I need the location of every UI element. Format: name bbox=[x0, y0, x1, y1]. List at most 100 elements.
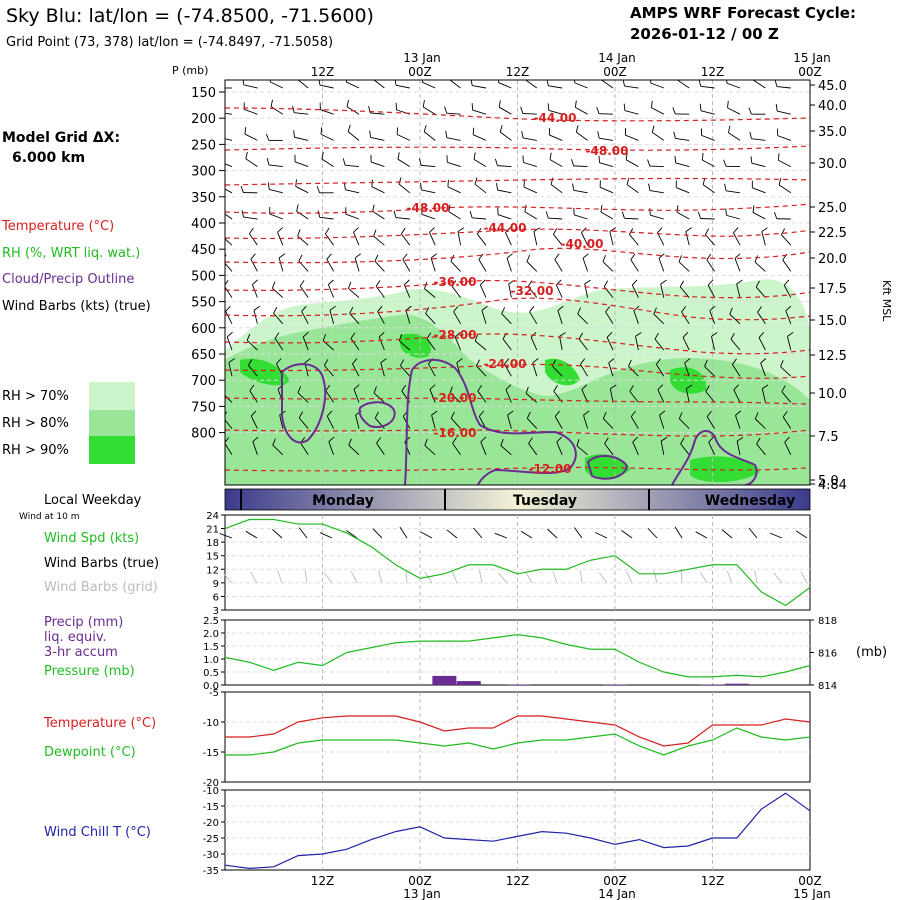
upper-wind-barb bbox=[457, 227, 465, 246]
temp-contour-48a bbox=[225, 145, 810, 151]
upper-wind-barb bbox=[682, 332, 690, 351]
temp-contour-label: -20.00 bbox=[434, 391, 477, 405]
upper-wind-barb bbox=[786, 332, 794, 351]
upper-wind-barb bbox=[469, 210, 487, 220]
upper-wind-barb bbox=[753, 80, 766, 89]
surface-wind-barb-true bbox=[795, 530, 808, 539]
upper-wind-barb bbox=[706, 410, 715, 429]
legend-accum: 3-hr accum bbox=[44, 645, 118, 660]
temp-contour-label: -36.00 bbox=[434, 275, 477, 289]
upper-wind-barb bbox=[249, 384, 258, 403]
upper-wind-barb bbox=[318, 80, 334, 89]
upper-wind-barb bbox=[657, 384, 665, 403]
temperature-y-tick-label: -20 bbox=[203, 778, 219, 789]
upper-wind-barb bbox=[781, 228, 792, 246]
precip-bar bbox=[505, 684, 530, 685]
upper-wind-barb bbox=[730, 332, 741, 351]
upper-wind-barb bbox=[555, 279, 563, 298]
sounding-grid bbox=[225, 80, 810, 485]
wind-speed-y-tick-label: 12 bbox=[206, 565, 219, 576]
temperature-y-tick-label: -10 bbox=[203, 718, 219, 729]
upper-wind-barb bbox=[270, 99, 284, 115]
upper-wind-barb bbox=[559, 332, 566, 351]
upper-wind-barb bbox=[246, 333, 258, 351]
upper-wind-barb bbox=[705, 228, 715, 246]
upper-wind-barb bbox=[648, 183, 664, 194]
upper-wind-barb bbox=[429, 227, 436, 246]
legend-temperature-surface: Temperature (°C) bbox=[43, 716, 156, 731]
upper-wind-barb bbox=[545, 211, 563, 220]
surface-wind-barb-true bbox=[298, 527, 308, 539]
upper-wind-barb bbox=[533, 227, 541, 246]
rh90-swatch bbox=[89, 436, 135, 464]
wind-chill-y-tick-label: -15 bbox=[203, 802, 219, 813]
surface-wind-barb-grid bbox=[378, 570, 383, 584]
kft-tick-label: 4.84 bbox=[818, 478, 847, 493]
rh90-blob-6 bbox=[690, 456, 760, 483]
upper-wind-barb bbox=[727, 100, 741, 115]
upper-wind-barb bbox=[605, 306, 614, 325]
upper-wind-barb bbox=[604, 437, 614, 456]
upper-wind-barb bbox=[736, 279, 743, 298]
upper-wind-barb bbox=[707, 279, 716, 298]
surface-wind-barb-true bbox=[494, 532, 508, 539]
upper-wind-barb bbox=[429, 384, 436, 403]
upper-wind-barb bbox=[782, 410, 792, 429]
upper-wind-barb bbox=[250, 410, 258, 429]
legend-rh: RH (%, WRT liq. wat.) bbox=[2, 246, 140, 261]
upper-wind-barb bbox=[608, 358, 615, 377]
upper-wind-barb bbox=[754, 412, 766, 429]
upper-wind-barb bbox=[325, 384, 334, 403]
temp-contour-32 bbox=[225, 297, 810, 321]
upper-wind-barb bbox=[581, 227, 589, 246]
weekday-bar: Monday Tuesday Wednesday bbox=[224, 488, 811, 511]
upper-wind-barb bbox=[328, 436, 335, 455]
upper-wind-barb bbox=[778, 178, 792, 194]
upper-wind-barb bbox=[520, 106, 537, 115]
upper-wind-barb bbox=[329, 305, 336, 324]
upper-wind-barb bbox=[376, 437, 385, 456]
upper-wind-barb bbox=[501, 307, 512, 325]
pressure-ticks: 150 200 250 300 350 400 450 500 550 600 650 700 750 8… bbox=[191, 86, 225, 442]
upper-wind-barb bbox=[554, 410, 563, 429]
surface-wind-barb-grid bbox=[424, 571, 433, 584]
surface-wind-barb-grid bbox=[579, 570, 583, 584]
upper-wind-barb bbox=[326, 410, 335, 429]
temp-contour-24 bbox=[225, 363, 810, 379]
upper-wind-barb bbox=[272, 438, 284, 456]
upper-wind-barb bbox=[598, 155, 614, 168]
wind-speed-y-tick-label: 21 bbox=[206, 525, 219, 536]
surface-wind-barb-true bbox=[399, 526, 408, 539]
upper-wind-barb bbox=[658, 253, 665, 272]
surface-wind-barb-grid bbox=[699, 571, 708, 584]
upper-wind-barb bbox=[507, 410, 514, 429]
upper-wind-barb bbox=[317, 210, 334, 220]
pressure-y-tick-label: 814 bbox=[818, 681, 837, 692]
chart-title: Sky Blu: lat/lon = (-74.8500, -71.5600) bbox=[6, 5, 374, 27]
upper-wind-barb bbox=[321, 152, 334, 167]
upper-wind-barb bbox=[251, 279, 258, 298]
upper-wind-barb bbox=[252, 436, 259, 455]
temp-contour-label: -44.00 bbox=[484, 221, 527, 235]
upper-wind-barb bbox=[697, 211, 715, 220]
upper-wind-barb bbox=[498, 80, 512, 89]
upper-wind-barb bbox=[556, 436, 563, 455]
upper-wind-barb bbox=[449, 80, 461, 89]
temp-contour-12 bbox=[225, 466, 810, 472]
surface-wind-barb-true bbox=[547, 528, 558, 539]
upper-wind-barb bbox=[734, 253, 741, 272]
upper-wind-barb bbox=[572, 183, 588, 194]
upper-wind-barb bbox=[297, 386, 309, 403]
surface-wind-barb-grid bbox=[498, 572, 508, 584]
kft-tick-label: 17.5 bbox=[818, 282, 847, 297]
wind-chill-y-tick-label: -30 bbox=[203, 850, 219, 861]
pressure-tick-label: 800 bbox=[191, 427, 216, 442]
upper-wind-barb bbox=[477, 384, 487, 403]
upper-wind-barb bbox=[298, 411, 309, 429]
upper-wind-barb bbox=[324, 227, 334, 246]
temp-contour-label: -12.00 bbox=[529, 462, 572, 476]
upper-wind-barb bbox=[685, 384, 693, 403]
upper-wind-barb bbox=[421, 207, 436, 220]
upper-wind-barb bbox=[373, 229, 385, 246]
upper-wind-barb bbox=[557, 305, 564, 324]
